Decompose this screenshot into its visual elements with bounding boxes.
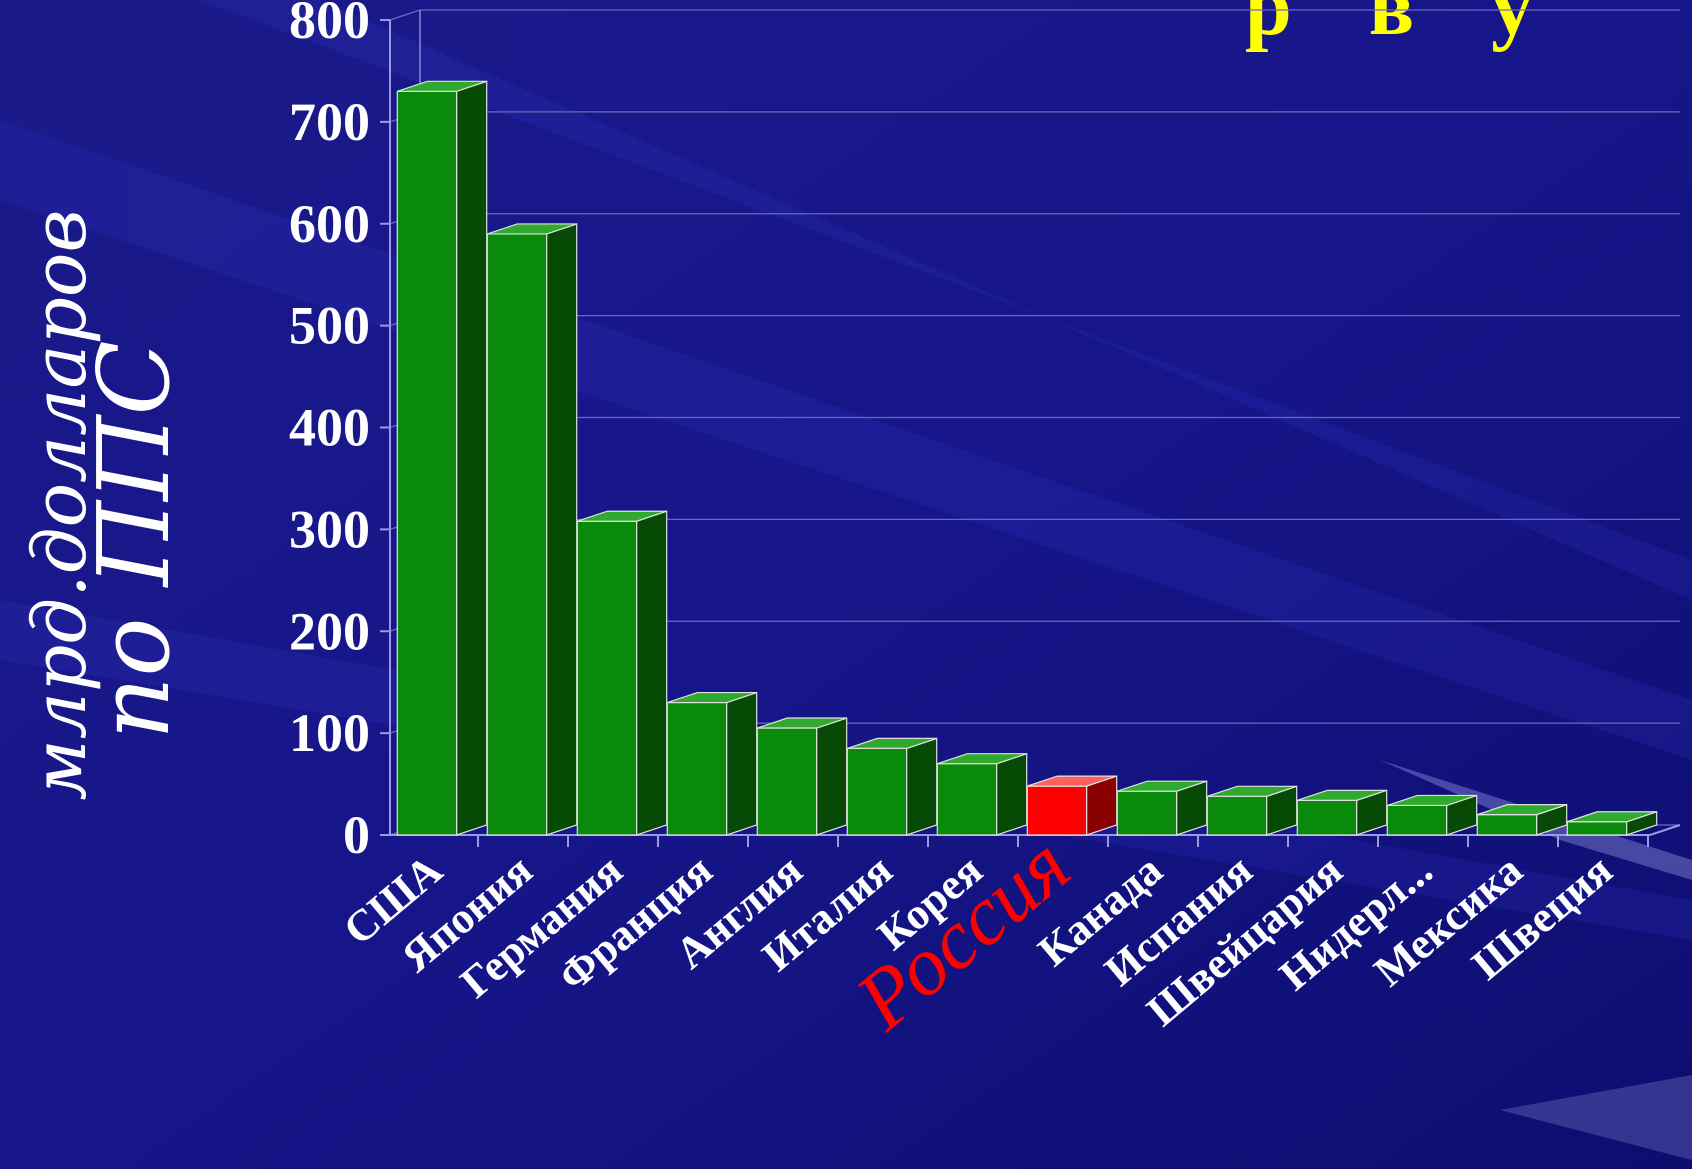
bar-front-9 [1206,795,1268,836]
bar-side-1 [546,223,578,836]
bar-front-13 [1566,821,1628,836]
bar-10 [1296,789,1388,836]
bar-front-5 [846,747,908,836]
bar-11 [1386,794,1478,836]
bar-top-6 [937,753,1027,765]
y-tick-label-1: 100 [289,703,370,763]
bar-7 [1026,775,1118,836]
bar-12 [1476,803,1568,836]
bar-front-11 [1386,804,1448,836]
bar-top-4 [757,717,847,729]
bar-13 [1566,810,1658,836]
y-tick-label-8: 800 [289,0,370,50]
bar-top-0 [397,80,487,92]
bar-top-12 [1477,804,1567,816]
bar-side-5 [906,737,938,836]
bar-side-3 [726,691,758,836]
light-beam-lower [1500,1075,1692,1160]
bar-top-8 [1117,780,1207,792]
bar-3 [666,691,758,836]
bar-front-4 [756,727,818,836]
gridline-side-8 [389,9,421,21]
bar-top-13 [1567,811,1657,823]
bar-9 [1206,785,1298,836]
corner-title-fragment: р в у [1245,0,1562,53]
bar-5 [846,737,938,836]
y-tick-label-2: 200 [289,601,370,661]
bar-top-1 [487,223,577,235]
bar-1 [486,223,578,836]
bar-2 [576,510,668,836]
bar-top-10 [1297,789,1387,801]
bar-top-2 [577,510,667,522]
bar-front-0 [396,90,458,836]
bar-front-12 [1476,814,1538,836]
bar-4 [756,717,848,836]
bar-side-2 [636,510,668,836]
y-tick-label-7: 700 [289,92,370,152]
bar-top-3 [667,691,757,704]
bar-front-1 [486,233,548,836]
bar-side-4 [816,717,848,836]
bar-side-0 [456,80,488,836]
bar-front-6 [936,763,998,836]
bar-front-10 [1296,799,1358,836]
y-tick-label-0: 0 [343,805,370,865]
bar-top-5 [847,737,937,750]
bar-top-11 [1387,794,1477,807]
y-tick-label-4: 400 [289,398,370,458]
bar-top-7 [1027,775,1117,787]
bar-top-9 [1207,785,1297,797]
bar-front-8 [1116,790,1178,836]
y-tick-label-5: 500 [289,296,370,356]
y-tick-label-3: 300 [289,499,370,559]
bar-6 [936,752,1028,836]
bar-front-7 [1026,785,1088,836]
bar-0 [396,80,488,836]
y-tick-label-6: 600 [289,194,370,254]
bar-front-3 [666,701,728,836]
bar-front-2 [576,520,638,836]
x-axis-depth [1649,824,1681,836]
bar-8 [1116,780,1208,836]
